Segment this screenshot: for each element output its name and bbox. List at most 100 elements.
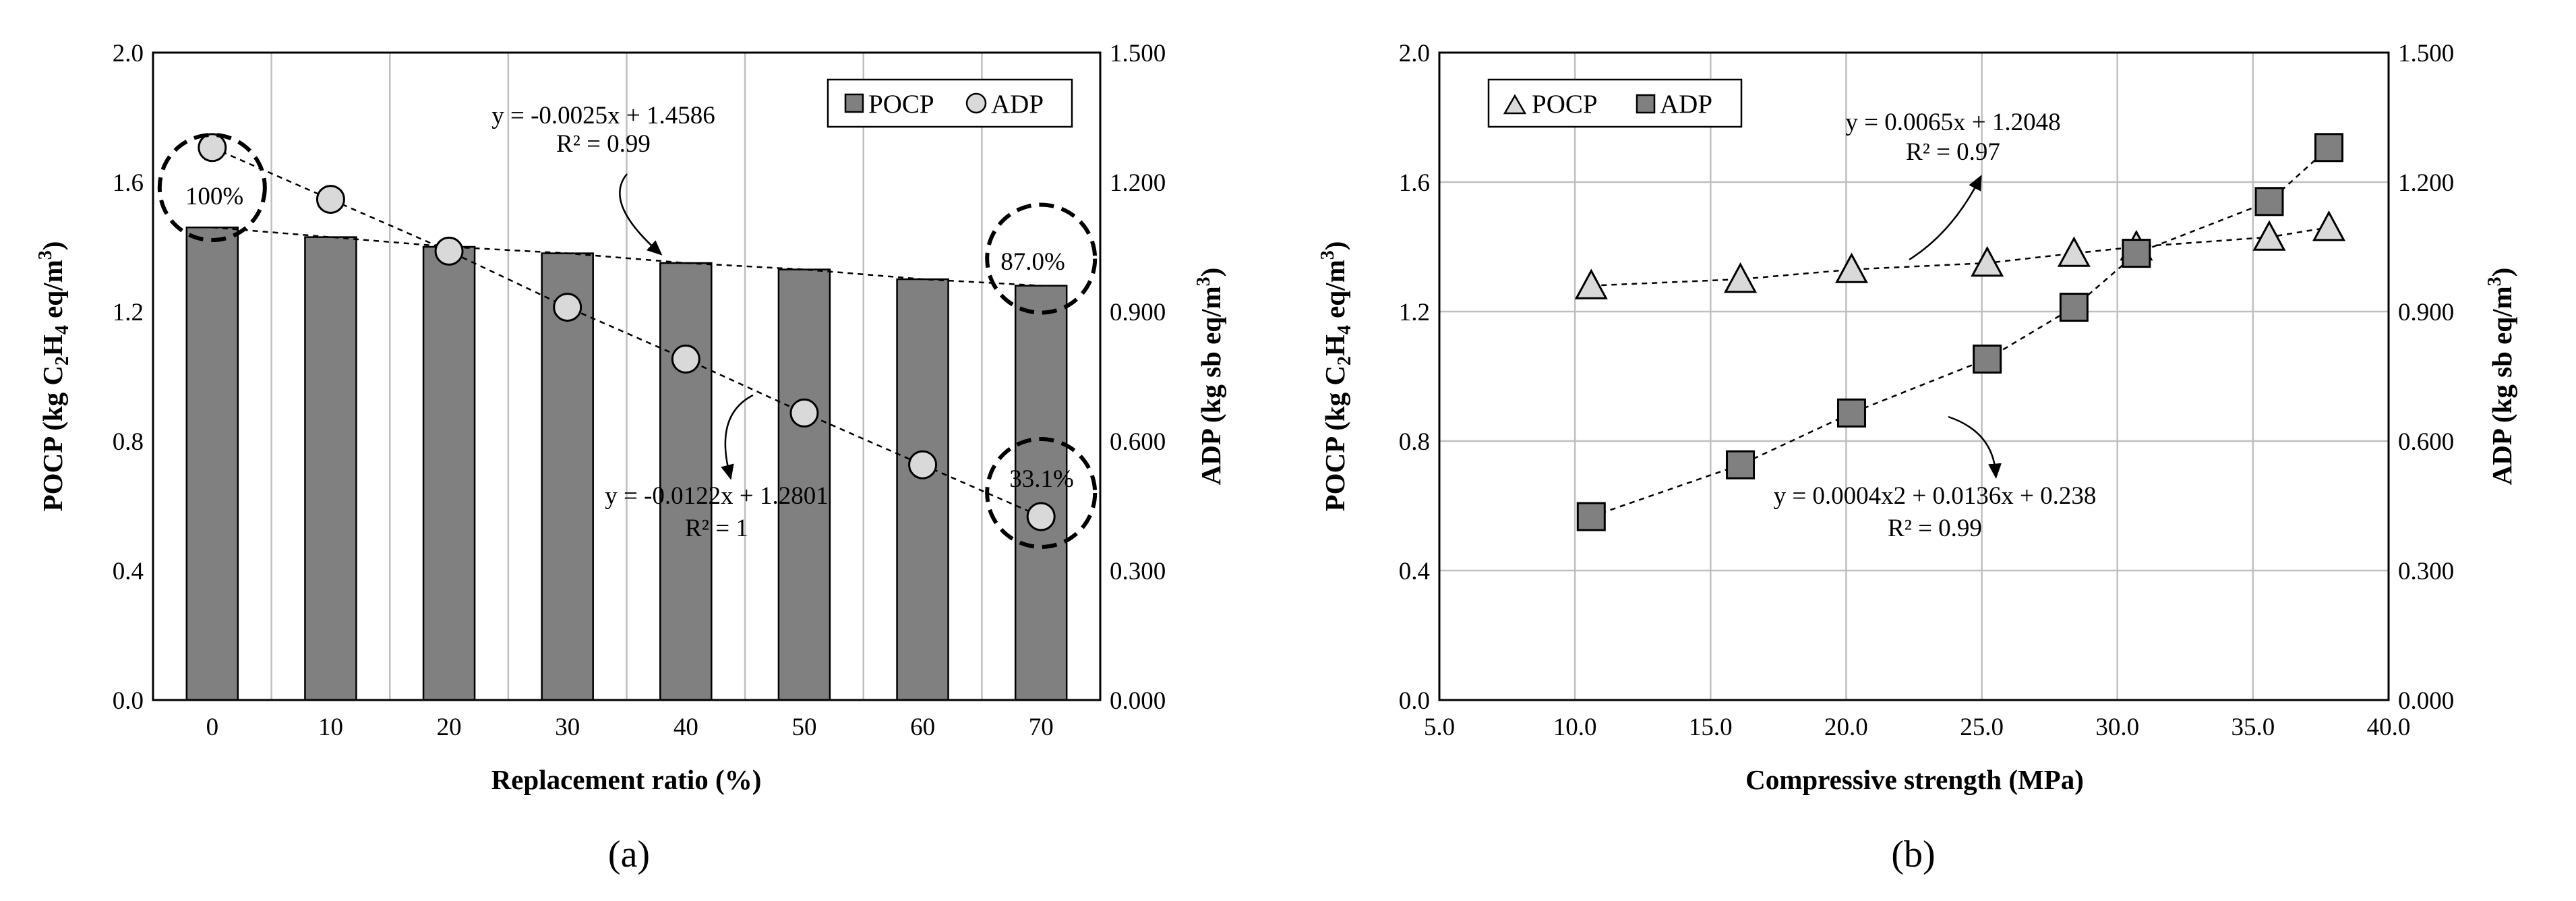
x-tick-b: 15.0 (1689, 714, 1733, 741)
y-tick-left-a: 0.8 (113, 428, 144, 456)
bar-pocp (659, 262, 713, 701)
point-pocp (2312, 210, 2346, 241)
x-tick-b: 25.0 (1960, 714, 2004, 741)
point-adp (2122, 239, 2151, 268)
point-adp (1973, 344, 2002, 374)
y-axis-left-title-a: POCP (kg C2H4 eq/m3) (35, 241, 73, 512)
panel-label-b: (b) (1891, 834, 1935, 875)
y-tick-left-b: 2.0 (1399, 40, 1430, 67)
bar-pocp (777, 268, 831, 701)
bar-pocp (541, 252, 594, 701)
bar-pocp (1014, 285, 1068, 701)
y-tick-right-b: 0.900 (2398, 299, 2454, 326)
highlight-circle-100pct (157, 133, 267, 242)
y-tick-left-b: 1.2 (1399, 299, 1430, 326)
x-tick-a: 10 (318, 714, 343, 741)
y-axis-right-title-b: ADP (kg sb eq/m3) (2484, 268, 2517, 486)
y-axis-left-a: 0.0 0.4 0.8 1.2 1.6 2.0 (113, 40, 144, 715)
point-adp (434, 236, 464, 266)
point-pocp (2057, 236, 2091, 267)
point-adp (1576, 502, 1606, 531)
trend-eq-adp-b: y = 0.0004x2 + 0.0136x + 0.238 (1774, 482, 2097, 510)
trend-r2-pocp-a: R² = 0.99 (556, 130, 651, 158)
x-axis-b: 5.0 10.0 15.0 20.0 25.0 30.0 35.0 40.0 (1424, 714, 2411, 741)
legend-swatch-pocp-b (1503, 94, 1527, 115)
trend-arrow-adp-a (721, 394, 754, 480)
highlight-circle-87pct (985, 202, 1098, 315)
trendline-pocp (1591, 226, 2329, 287)
point-adp (908, 450, 938, 479)
x-tick-a: 30 (555, 714, 580, 741)
y-tick-right-b: 0.000 (2398, 687, 2454, 715)
point-pocp (1574, 268, 1608, 299)
trendlines-b (1590, 146, 2330, 518)
y-tick-right-a: 1.500 (1110, 40, 1166, 67)
y-tick-left-a: 0.4 (113, 558, 144, 585)
trend-arrow-pocp-b (1909, 175, 1982, 261)
x-axis-title-a: Replacement ratio (%) (491, 764, 762, 795)
y-tick-right-a: 0.000 (1110, 687, 1166, 715)
y-tick-left-b: 0.0 (1399, 687, 1430, 715)
point-adp (1836, 398, 1866, 428)
y-tick-right-a: 0.300 (1110, 558, 1166, 585)
legend-swatch-adp-a (965, 92, 987, 114)
trendlines-a (212, 146, 1042, 518)
chart-a: 0.0 0.4 0.8 1.2 1.6 2.0 0.000 0.300 0.600 0.900 1… (35, 40, 1226, 875)
y-tick-left-b: 0.4 (1399, 558, 1430, 585)
bar-pocp (185, 226, 239, 701)
adp-points-a (198, 133, 1056, 531)
point-pocp (1724, 262, 1758, 293)
y-tick-left-b: 0.8 (1399, 428, 1430, 456)
trend-eq-pocp-b: y = 0.0065x + 1.2048 (1845, 109, 2060, 136)
chart-b: 0.0 0.4 0.8 1.2 1.6 2.0 0.000 0.300 0.600 0.900 1… (1317, 40, 2517, 875)
x-tick-a: 60 (910, 714, 935, 741)
bar-pocp (304, 236, 357, 701)
legend-label-adp-b: ADP (1660, 90, 1712, 119)
legend-label-pocp-b: POCP (1532, 90, 1598, 119)
x-axis-title-b: Compressive strength (MPa) (1745, 764, 2084, 795)
legend-label-adp-a: ADP (991, 90, 1044, 119)
grid-b (1439, 53, 2389, 700)
adp-points-b (1576, 133, 2343, 531)
y-tick-left-a: 2.0 (113, 40, 144, 67)
trend-arrow-adp-b (1948, 415, 2002, 479)
y-tick-right-b: 1.500 (2398, 40, 2454, 67)
point-adp (671, 344, 700, 374)
bar-pocp (896, 278, 949, 701)
highlight-circles-a (157, 133, 1098, 549)
x-tick-b: 40.0 (2367, 714, 2411, 741)
x-tick-a: 70 (1029, 714, 1054, 741)
point-adp (2314, 133, 2343, 163)
y-axis-right-title-a: ADP (kg sb eq/m3) (1193, 268, 1226, 486)
point-adp (198, 133, 227, 163)
x-tick-a: 50 (791, 714, 816, 741)
point-adp (553, 293, 582, 322)
y-tick-left-a: 1.2 (113, 299, 144, 326)
trend-r2-adp-a: R² = 1 (685, 515, 748, 542)
annotation-33pct: 33.1% (1009, 465, 1074, 493)
x-tick-a: 40 (673, 714, 698, 741)
point-adp (316, 185, 345, 214)
trend-arrow-pocp-a (619, 173, 663, 256)
y-tick-right-a: 0.900 (1110, 299, 1166, 326)
trend-r2-pocp-b: R² = 0.97 (1906, 138, 2000, 166)
x-tick-b: 5.0 (1424, 714, 1455, 741)
trendline-pocp (212, 226, 1042, 287)
y-tick-left-a: 0.0 (113, 687, 144, 715)
point-pocp (1834, 252, 1868, 283)
legend-a: POCP ADP (827, 78, 1073, 128)
x-axis-a: 0 10 20 30 40 50 60 70 (206, 714, 1054, 741)
x-tick-a: 20 (437, 714, 462, 741)
legend-label-pocp-a: POCP (868, 90, 934, 119)
legend-swatch-adp-b (1636, 94, 1656, 114)
y-tick-right-a: 1.200 (1110, 169, 1166, 197)
plot-frame-b (1438, 51, 2390, 701)
bar-pocp (422, 245, 476, 701)
annotation-87pct: 87.0% (1000, 248, 1065, 276)
trend-r2-adp-b: R² = 0.99 (1888, 515, 1982, 542)
y-axis-left-b: 0.0 0.4 0.8 1.2 1.6 2.0 (1399, 40, 1430, 715)
y-tick-right-b: 0.300 (2398, 558, 2454, 585)
pocp-points-b (1574, 210, 2346, 299)
y-axis-left-title-b: POCP (kg C2H4 eq/m3) (1317, 241, 1355, 512)
y-tick-right-a: 0.600 (1110, 428, 1166, 456)
